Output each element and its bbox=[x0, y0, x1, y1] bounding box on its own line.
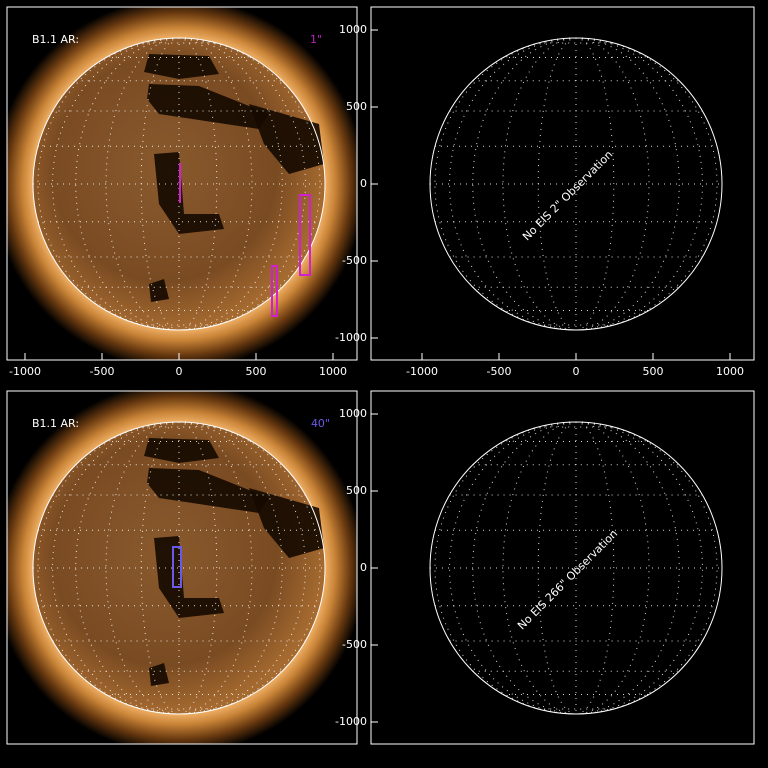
x-tick-label: -500 bbox=[90, 365, 115, 378]
slit-box bbox=[299, 194, 311, 276]
coronal-hole bbox=[147, 84, 269, 129]
x-tick-label: 1000 bbox=[319, 365, 347, 378]
longitude-line bbox=[502, 37, 577, 331]
y-tick-label: -1000 bbox=[335, 331, 367, 344]
longitude-line bbox=[575, 37, 615, 331]
no-observation-message: No EIS 266" Observation bbox=[515, 527, 620, 632]
slit-box bbox=[172, 546, 182, 588]
y-tick-label: -500 bbox=[342, 254, 367, 267]
x-tick-label: -500 bbox=[487, 365, 512, 378]
x-tick-label: -1000 bbox=[406, 365, 438, 378]
y-tick-label: 500 bbox=[346, 100, 367, 113]
coronal-hole bbox=[249, 104, 324, 174]
y-tick-label: 1000 bbox=[339, 407, 367, 420]
coronal-hole bbox=[154, 152, 224, 234]
x-tick-label: 0 bbox=[573, 365, 580, 378]
plot-frame bbox=[6, 390, 358, 745]
longitude-line bbox=[140, 421, 180, 715]
no-observation-message: No EIS 2" Observation bbox=[520, 148, 615, 243]
y-tick-label: 1000 bbox=[339, 23, 367, 36]
x-tick-label: 500 bbox=[246, 365, 267, 378]
slit-label: 40" bbox=[311, 417, 330, 430]
longitude-line bbox=[537, 37, 577, 331]
panel-label: B1.1 AR: bbox=[32, 417, 79, 430]
longitude-line bbox=[472, 421, 577, 715]
x-tick-label: 0 bbox=[176, 365, 183, 378]
longitude-line bbox=[472, 37, 577, 331]
longitude-line bbox=[449, 421, 577, 715]
panel bbox=[7, 391, 357, 744]
coronal-hole bbox=[144, 54, 219, 79]
panel-label: B1.1 AR: bbox=[32, 33, 79, 46]
plot-frame bbox=[6, 6, 358, 361]
y-tick-label: 0 bbox=[360, 561, 367, 574]
longitude-line bbox=[537, 421, 577, 715]
longitude-line bbox=[434, 421, 577, 715]
longitude-line bbox=[178, 421, 218, 715]
coronal-hole bbox=[149, 663, 169, 686]
limb bbox=[32, 37, 326, 331]
y-tick-label: -1000 bbox=[335, 715, 367, 728]
longitude-line bbox=[575, 37, 703, 331]
longitude-line bbox=[575, 421, 703, 715]
longitude-line bbox=[575, 421, 615, 715]
x-tick-label: 500 bbox=[643, 365, 664, 378]
y-tick-label: -500 bbox=[342, 638, 367, 651]
y-tick-label: 0 bbox=[360, 177, 367, 190]
x-tick-label: -1000 bbox=[9, 365, 41, 378]
longitude-line bbox=[575, 421, 680, 715]
y-tick-label: 500 bbox=[346, 484, 367, 497]
longitude-line bbox=[434, 37, 577, 331]
longitude-line bbox=[140, 37, 180, 331]
coronal-hole bbox=[144, 438, 219, 463]
longitude-line bbox=[449, 37, 577, 331]
limb bbox=[429, 37, 723, 331]
longitude-line bbox=[575, 37, 680, 331]
slit-label: 1" bbox=[310, 33, 322, 46]
limb bbox=[32, 421, 326, 715]
slit-box bbox=[271, 265, 278, 317]
limb bbox=[429, 421, 723, 715]
x-tick-label: 1000 bbox=[716, 365, 744, 378]
coronal-hole bbox=[149, 279, 169, 302]
longitude-line bbox=[178, 37, 218, 331]
coronal-hole bbox=[147, 468, 269, 513]
coronal-hole bbox=[249, 488, 324, 558]
coronal-hole bbox=[154, 536, 224, 618]
longitude-line bbox=[502, 421, 577, 715]
